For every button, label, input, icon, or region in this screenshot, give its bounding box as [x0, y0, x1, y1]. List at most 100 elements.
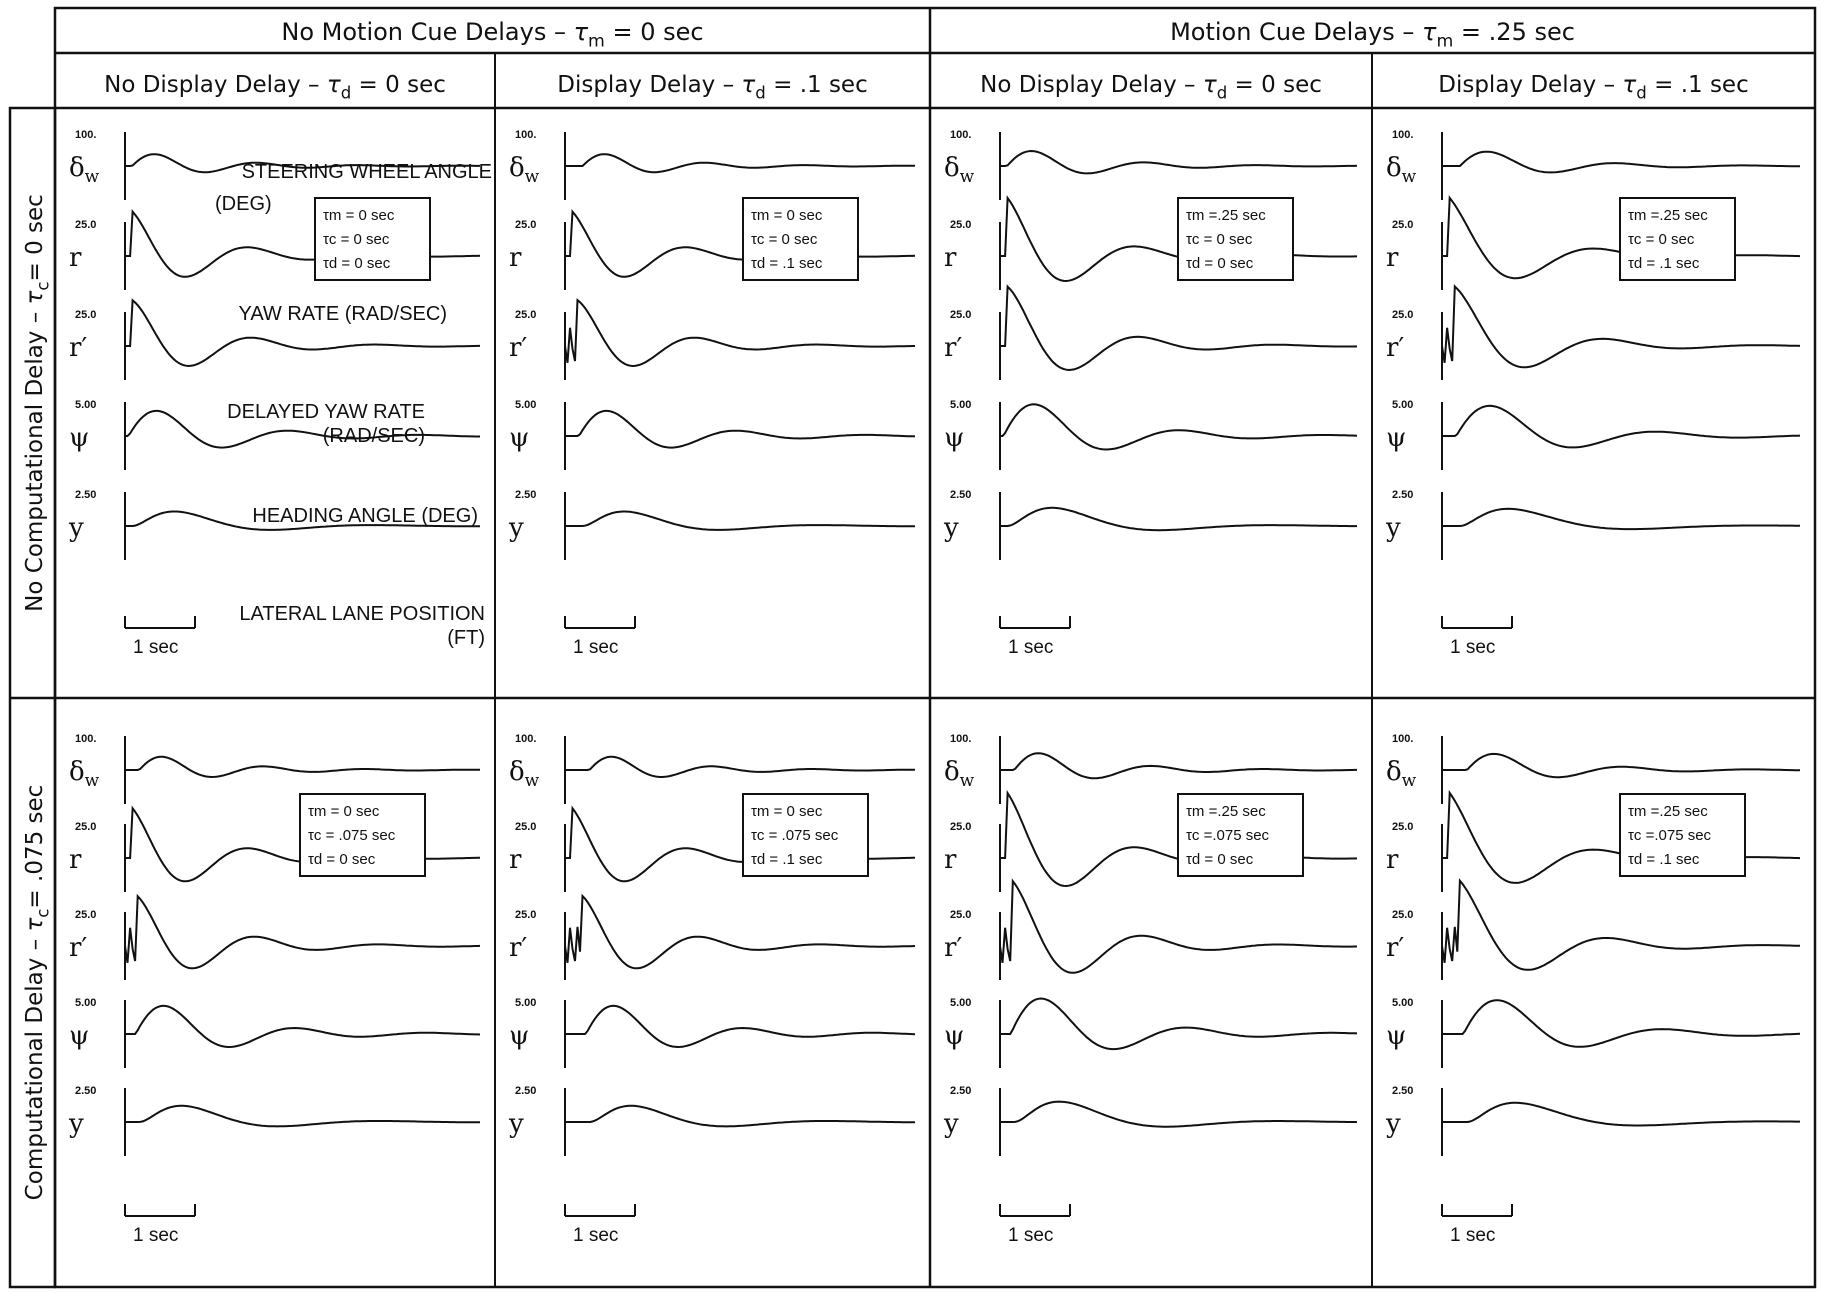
legend-box	[1177, 197, 1294, 281]
scale-label: 25.0	[1392, 909, 1413, 921]
legend-entry: τd = .1 sec	[751, 851, 823, 868]
trace-line	[565, 208, 916, 278]
scale-label: 100.	[75, 733, 96, 745]
scale-label: 25.0	[950, 309, 971, 321]
trace-line	[564, 893, 916, 970]
time-scale-label: 1 sec	[573, 637, 618, 658]
scale-label: 25.0	[515, 219, 536, 231]
scale-label: 25.0	[75, 219, 96, 231]
time-scale-label: 1 sec	[133, 1225, 178, 1246]
trace-line	[1000, 997, 1358, 1051]
legend-box	[299, 793, 426, 877]
scale-label: 25.0	[950, 219, 971, 231]
trace-symbol: r′	[69, 333, 87, 363]
trace-subscript: w	[525, 167, 540, 187]
trace-subscript: w	[1402, 771, 1417, 791]
legend-entry: τm =.25 sec	[1186, 207, 1266, 224]
legend-entry: τd = 0 sec	[1186, 255, 1254, 272]
column-header: Display Delay – τd = .1 sec	[1438, 72, 1748, 102]
trace-line	[1000, 752, 1357, 780]
header-value: = .1 sec	[1647, 72, 1749, 98]
scale-label: 25.0	[950, 909, 971, 921]
scale-label: 25.0	[515, 909, 536, 921]
trace-symbol: r′	[69, 933, 87, 963]
scale-label: 25.0	[1392, 821, 1413, 833]
panel: 100. δw 25.0 r 25.0 r′ 5.00 ψ 2.50 y 1 sec τm = 0 s…	[68, 129, 481, 658]
trace-subscript: w	[1402, 167, 1417, 187]
scale-label: 100.	[1392, 129, 1413, 141]
scale-label: 100.	[75, 129, 96, 141]
panel: 100. δw 25.0 r 25.0 r′ 5.00 ψ 2.50 y 1 sec τm = 0 s…	[68, 733, 481, 1246]
column-header: No Display Delay – τd = 0 sec	[104, 72, 446, 102]
legend-entry: τc = .075 sec	[751, 827, 839, 844]
column-header: No Display Delay – τd = 0 sec	[980, 72, 1322, 102]
tau-subscript: c	[33, 909, 52, 918]
panel: 100. δw 25.0 r 25.0 r′ 5.00 ψ 2.50 y 1 sec τm =.25 …	[943, 129, 1358, 658]
time-scale-label: 1 sec	[1450, 1225, 1495, 1246]
trace-line	[1000, 506, 1357, 532]
row-header: No Computational Delay – τc= 0 sec	[22, 194, 52, 612]
legend-entry: τm = 0 sec	[751, 803, 823, 820]
trace-symbol: δw	[509, 757, 540, 791]
trace-name-label: (FT)	[447, 627, 485, 649]
scale-label: 2.50	[1392, 489, 1413, 501]
trace-line	[1442, 999, 1801, 1048]
scale-label: 100.	[950, 733, 971, 745]
trace-symbol: δw	[1386, 757, 1417, 791]
legend-entry: τm = 0 sec	[323, 207, 395, 224]
tau-subscript: d	[1217, 83, 1228, 102]
legend-box	[1619, 197, 1736, 281]
time-scale-label: 1 sec	[1008, 1225, 1053, 1246]
scale-label: 25.0	[75, 309, 96, 321]
trace-symbol: y	[508, 1109, 524, 1139]
header-value: = 0 sec	[22, 194, 48, 281]
legend-entry: τd = 0 sec	[1186, 851, 1254, 868]
legend-entry: τd = .1 sec	[1628, 255, 1700, 272]
trace-symbol: y	[1385, 1109, 1401, 1139]
panel: 100. δw 25.0 r 25.0 r′ 5.00 ψ 2.50 y 1 sec τm =.25 …	[1385, 733, 1801, 1246]
scale-label: 2.50	[515, 489, 536, 501]
scale-label: 2.50	[1392, 1085, 1413, 1097]
column-header: Display Delay – τd = .1 sec	[557, 72, 867, 102]
trace-line	[125, 153, 480, 174]
header-label: No Display Delay –	[980, 72, 1203, 98]
time-scale-label: 1 sec	[1008, 637, 1053, 658]
scale-label: 25.0	[515, 821, 536, 833]
row-header-label: Computational Delay – τc= .075 sec	[22, 785, 52, 1201]
trace-subscript: w	[960, 771, 975, 791]
panel: 100. δw 25.0 r 25.0 r′ 5.00 ψ 2.50 y 1 sec τm = 0 s…	[508, 733, 916, 1246]
trace-symbol: y	[68, 1109, 84, 1139]
header-value: = 0 sec	[605, 18, 704, 46]
trace-symbol: y	[1385, 513, 1401, 543]
scale-label: 2.50	[515, 1085, 536, 1097]
header-label: Display Delay –	[1438, 72, 1622, 98]
row-header-label: No Computational Delay – τc= 0 sec	[22, 194, 52, 612]
trace-line	[1000, 1100, 1358, 1128]
trace-symbol: ψ	[69, 423, 89, 453]
trace-line	[125, 409, 480, 449]
scale-label: 5.00	[75, 997, 96, 1009]
scale-label: 25.0	[75, 821, 96, 833]
trace-line	[1000, 149, 1358, 175]
scale-label: 5.00	[515, 997, 536, 1009]
header-label: No Display Delay –	[104, 72, 327, 98]
trace-symbol: δw	[69, 153, 100, 187]
scale-label: 2.50	[75, 1085, 96, 1097]
trace-symbol: r′	[509, 333, 527, 363]
trace-line	[1000, 284, 1358, 372]
trace-symbol: ψ	[1386, 1021, 1406, 1051]
tau-subscript: m	[588, 32, 605, 52]
tau-symbol: τ	[327, 72, 341, 98]
scale-label: 5.00	[1392, 997, 1413, 1009]
legend-box	[742, 793, 869, 877]
trace-symbol: y	[508, 513, 524, 543]
scale-label: 25.0	[75, 909, 96, 921]
trace-line	[999, 878, 1357, 974]
trace-symbol: ψ	[1386, 423, 1406, 453]
trace-line	[125, 298, 480, 368]
legend-entry: τd = 0 sec	[323, 255, 391, 272]
scale-label: 100.	[515, 733, 536, 745]
trace-symbol: r	[69, 243, 82, 273]
trace-line	[1442, 1101, 1800, 1127]
trace-symbol: δw	[1386, 153, 1417, 187]
